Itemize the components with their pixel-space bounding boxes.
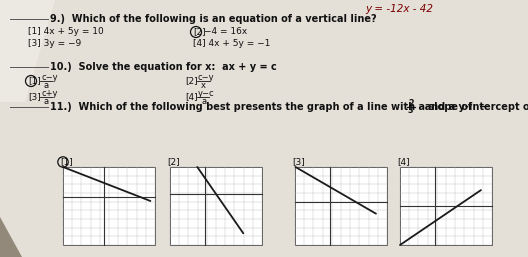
Text: y−c: y−c	[198, 88, 214, 97]
Text: [4] 4x + 5y = −1: [4] 4x + 5y = −1	[193, 39, 270, 48]
Polygon shape	[0, 0, 55, 102]
Text: 10.)  Solve the equation for x:  ax + y = c: 10.) Solve the equation for x: ax + y = …	[50, 62, 277, 72]
Text: [3]: [3]	[292, 158, 305, 167]
Text: 9.)  Which of the following is an equation of a vertical line?: 9.) Which of the following is an equatio…	[50, 14, 376, 24]
Text: c+y: c+y	[41, 88, 58, 97]
Text: [1]: [1]	[28, 77, 41, 86]
FancyBboxPatch shape	[400, 167, 492, 245]
Text: [4]: [4]	[185, 93, 197, 102]
Text: [1] 4x + 5y = 10: [1] 4x + 5y = 10	[28, 27, 103, 36]
FancyBboxPatch shape	[63, 167, 155, 245]
Text: x: x	[201, 80, 206, 89]
Text: a: a	[44, 80, 49, 89]
Text: [2]: [2]	[167, 158, 180, 167]
Text: a: a	[44, 96, 49, 106]
Text: −4 = 16x: −4 = 16x	[204, 27, 247, 36]
Text: [4]: [4]	[397, 158, 410, 167]
Text: [3] 3y = −9: [3] 3y = −9	[28, 39, 81, 48]
Text: [3]: [3]	[28, 93, 41, 102]
Text: [1]: [1]	[60, 158, 73, 167]
Text: y = -12x - 42: y = -12x - 42	[365, 4, 433, 14]
FancyBboxPatch shape	[170, 167, 262, 245]
Text: c−y: c−y	[198, 72, 214, 81]
Text: 11.)  Which of the following best presents the graph of a line with a slope of  : 11.) Which of the following best present…	[50, 102, 487, 112]
Text: c−y: c−y	[41, 72, 58, 81]
Text: [2]: [2]	[193, 27, 205, 36]
FancyBboxPatch shape	[295, 167, 387, 245]
Text: 3: 3	[408, 106, 413, 115]
Text: and a y-intercept of −1?: and a y-intercept of −1?	[418, 102, 528, 112]
Text: 2: 2	[408, 99, 413, 108]
Polygon shape	[0, 217, 22, 257]
Text: [2]: [2]	[185, 77, 197, 86]
Text: a: a	[201, 96, 206, 106]
